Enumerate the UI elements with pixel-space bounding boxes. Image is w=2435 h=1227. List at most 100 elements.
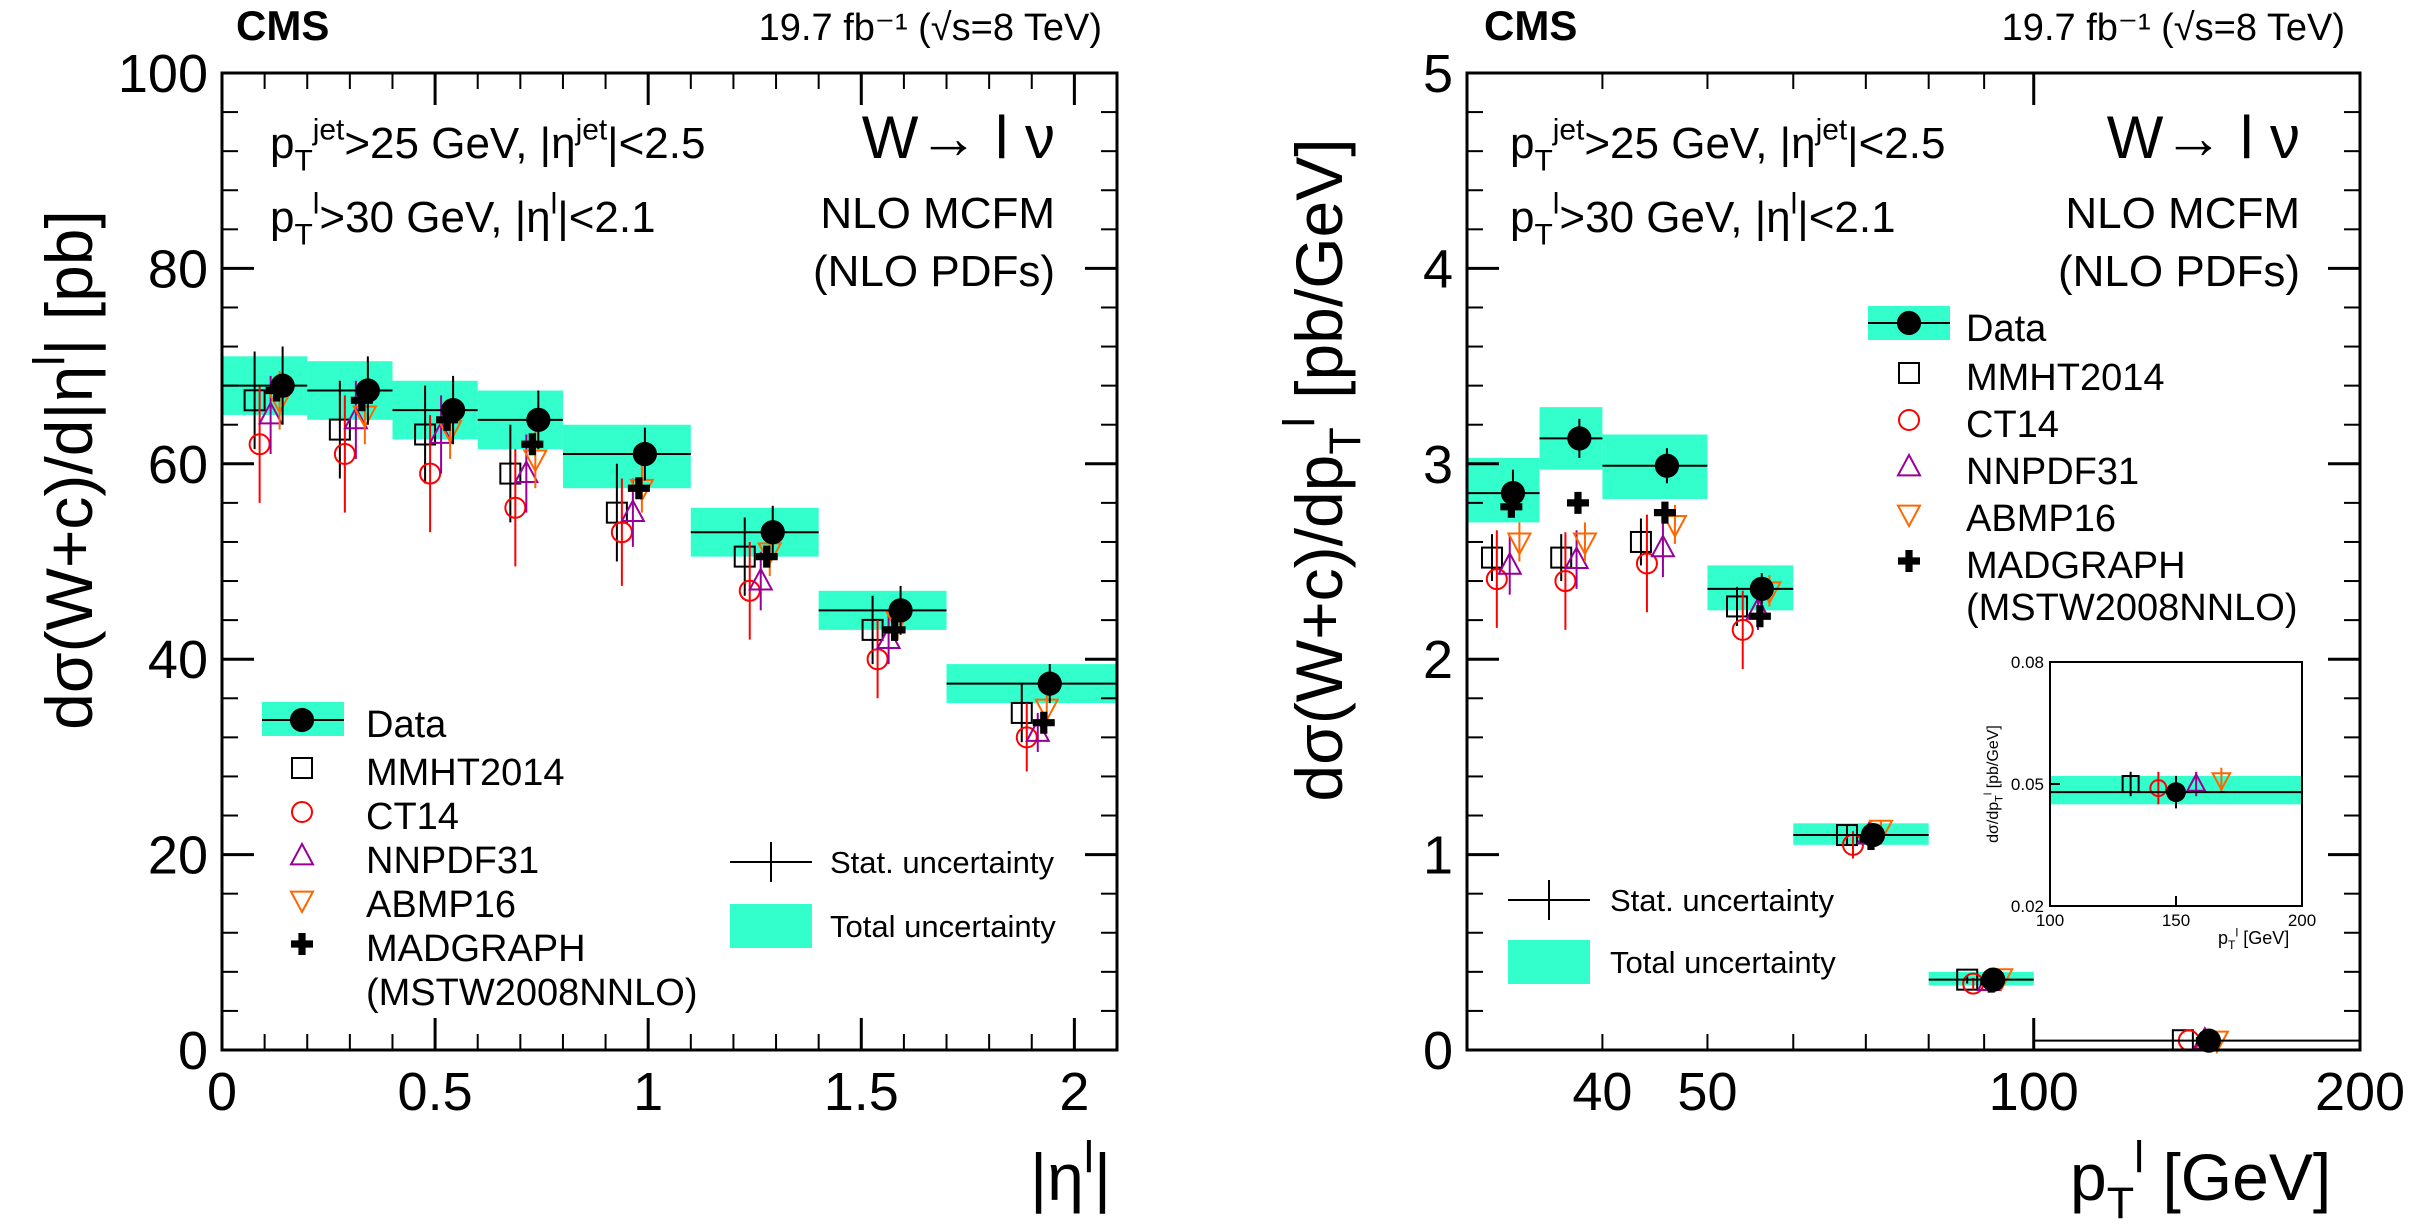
theory-point	[257, 400, 284, 425]
x-tick-label: 0	[207, 1062, 237, 1122]
theory-point	[243, 389, 266, 412]
y-axis-label: dσ(W+c)/dpTl [pb/GeV]	[1273, 138, 1370, 801]
series-abmp16	[266, 370, 1060, 723]
legend-label: MADGRAPH	[366, 928, 586, 970]
theory-point	[513, 459, 540, 483]
data-point	[270, 373, 295, 398]
legend-label: Total uncertainty	[1610, 945, 1836, 980]
series-data	[1467, 418, 2360, 1053]
theory-point	[1653, 501, 1676, 524]
x-tick-label: 100	[1989, 1062, 2079, 1122]
legend-label: CT14	[1966, 404, 2059, 446]
data-point	[888, 598, 913, 623]
x-tick-label: 0.5	[398, 1062, 473, 1122]
theory-point	[883, 618, 906, 641]
legend-marker	[289, 841, 315, 866]
theory-point	[1650, 533, 1676, 558]
legend-label: ABMP16	[366, 884, 516, 926]
y-axis: 0 1 2 3 4 5	[1423, 44, 2360, 1081]
y-tick-label: 0	[1423, 1021, 1453, 1081]
theory-point	[1731, 618, 1754, 641]
inset-x-axis-label: pTl [GeV]	[2218, 925, 2289, 952]
y-tick-label: 20	[148, 826, 208, 886]
theory-point	[861, 618, 884, 641]
legend-label: MADGRAPH	[1966, 545, 2186, 587]
theory-label: (NLO PDFs)	[813, 247, 1055, 296]
lepton-cut-text: pTl>30 GeV, |ηl|<2.1	[1510, 188, 1896, 252]
theory-point	[343, 405, 369, 430]
legend-label: Data	[366, 704, 447, 746]
x-tick-label: 50	[1677, 1062, 1737, 1122]
process-label: W→ l ν	[2107, 104, 2300, 171]
theory-point	[328, 418, 351, 441]
lepton-cut-text: pTl>30 GeV, |ηl|<2.1	[270, 188, 656, 252]
legend-label: MMHT2014	[1966, 357, 2165, 399]
theory-point	[1497, 551, 1523, 575]
data-point	[760, 520, 785, 545]
cms-label: CMS	[1484, 2, 1577, 49]
theory-point	[1635, 552, 1658, 575]
theory-point	[1572, 532, 1598, 557]
inset-x-tick-label: 100	[2036, 911, 2064, 930]
legend: Data MMHT2014CT14NNPDF31ABMP16MADGRAPH(MS…	[262, 702, 1056, 1014]
theory-point	[733, 545, 756, 568]
inset-theory-point	[2210, 772, 2232, 792]
theory-label: NLO MCFM	[820, 189, 1055, 238]
legend-label: MMHT2014	[366, 752, 565, 794]
legend-marker	[289, 890, 315, 915]
x-tick-label: 1.5	[824, 1062, 899, 1122]
inset-x-tick-label: 150	[2162, 911, 2190, 930]
legend-marker	[1898, 550, 1920, 572]
legend-label: NNPDF31	[366, 840, 539, 882]
legend-label: (MSTW2008NNLO)	[366, 972, 698, 1014]
theory-point	[1726, 595, 1749, 618]
legend-label: CT14	[366, 796, 459, 838]
legend-marker	[291, 757, 313, 779]
theory-point	[1034, 698, 1060, 723]
data-point	[1500, 481, 1526, 506]
y-tick-label: 4	[1423, 239, 1453, 299]
legend-label: Data	[1966, 308, 2047, 350]
inset-y-tick-label: 0.08	[2011, 653, 2044, 672]
inset-theory-point	[2149, 779, 2168, 798]
legend-marker	[1896, 504, 1922, 529]
theory-point	[1500, 495, 1523, 518]
x-tick-label: 40	[1572, 1062, 1632, 1122]
theory-label: NLO MCFM	[2065, 189, 2300, 238]
inset-y-tick-label: 0.05	[2011, 775, 2044, 794]
plot-frame	[220, 71, 1119, 1052]
data-point	[2196, 1028, 2221, 1053]
pt-distribution-panel: 0 1 2 3 4 5 40 50 100 200 CMS 19.7 fb⁻¹ (√s=8 TeV) p…	[1273, 2, 2405, 1227]
x-tick-label: 2	[1059, 1062, 1089, 1122]
y-axis: 0 20 40 60 80 100	[118, 44, 1117, 1081]
theory-point	[1629, 530, 1652, 553]
theory-point	[521, 433, 544, 456]
theory-point	[1563, 545, 1590, 569]
legend-marker	[1898, 409, 1920, 431]
data-point	[1037, 671, 1062, 696]
plot-frame	[1465, 71, 2362, 1052]
theory-point	[1506, 532, 1533, 557]
legend-band-swatch	[1508, 940, 1590, 984]
theory-point	[1748, 605, 1771, 628]
x-axis: 0 0.5 1 1.5 2	[207, 73, 1118, 1122]
theory-label: (NLO PDFs)	[2058, 247, 2300, 296]
data-point	[1567, 426, 1592, 451]
legend-marker	[1896, 310, 1922, 336]
x-tick-label: 200	[2315, 1062, 2405, 1122]
legend-label: ABMP16	[1966, 498, 2116, 540]
y-tick-label: 40	[148, 630, 208, 690]
inset-y-tick-label: 0.02	[2011, 897, 2044, 916]
lumi-label: 19.7 fb⁻¹ (√s=8 TeV)	[2002, 7, 2345, 49]
y-tick-label: 100	[118, 44, 208, 104]
legend-label: Stat. uncertainty	[830, 845, 1055, 880]
inset-data-point	[2166, 782, 2186, 803]
y-tick-label: 80	[148, 239, 208, 299]
data-point	[1981, 967, 2006, 992]
lumi-label: 19.7 fb⁻¹ (√s=8 TeV)	[759, 7, 1102, 49]
theory-point	[1010, 701, 1033, 724]
inset-theory-point	[2185, 772, 2207, 792]
x-axis-label: pTl [GeV]	[2070, 1131, 2331, 1227]
